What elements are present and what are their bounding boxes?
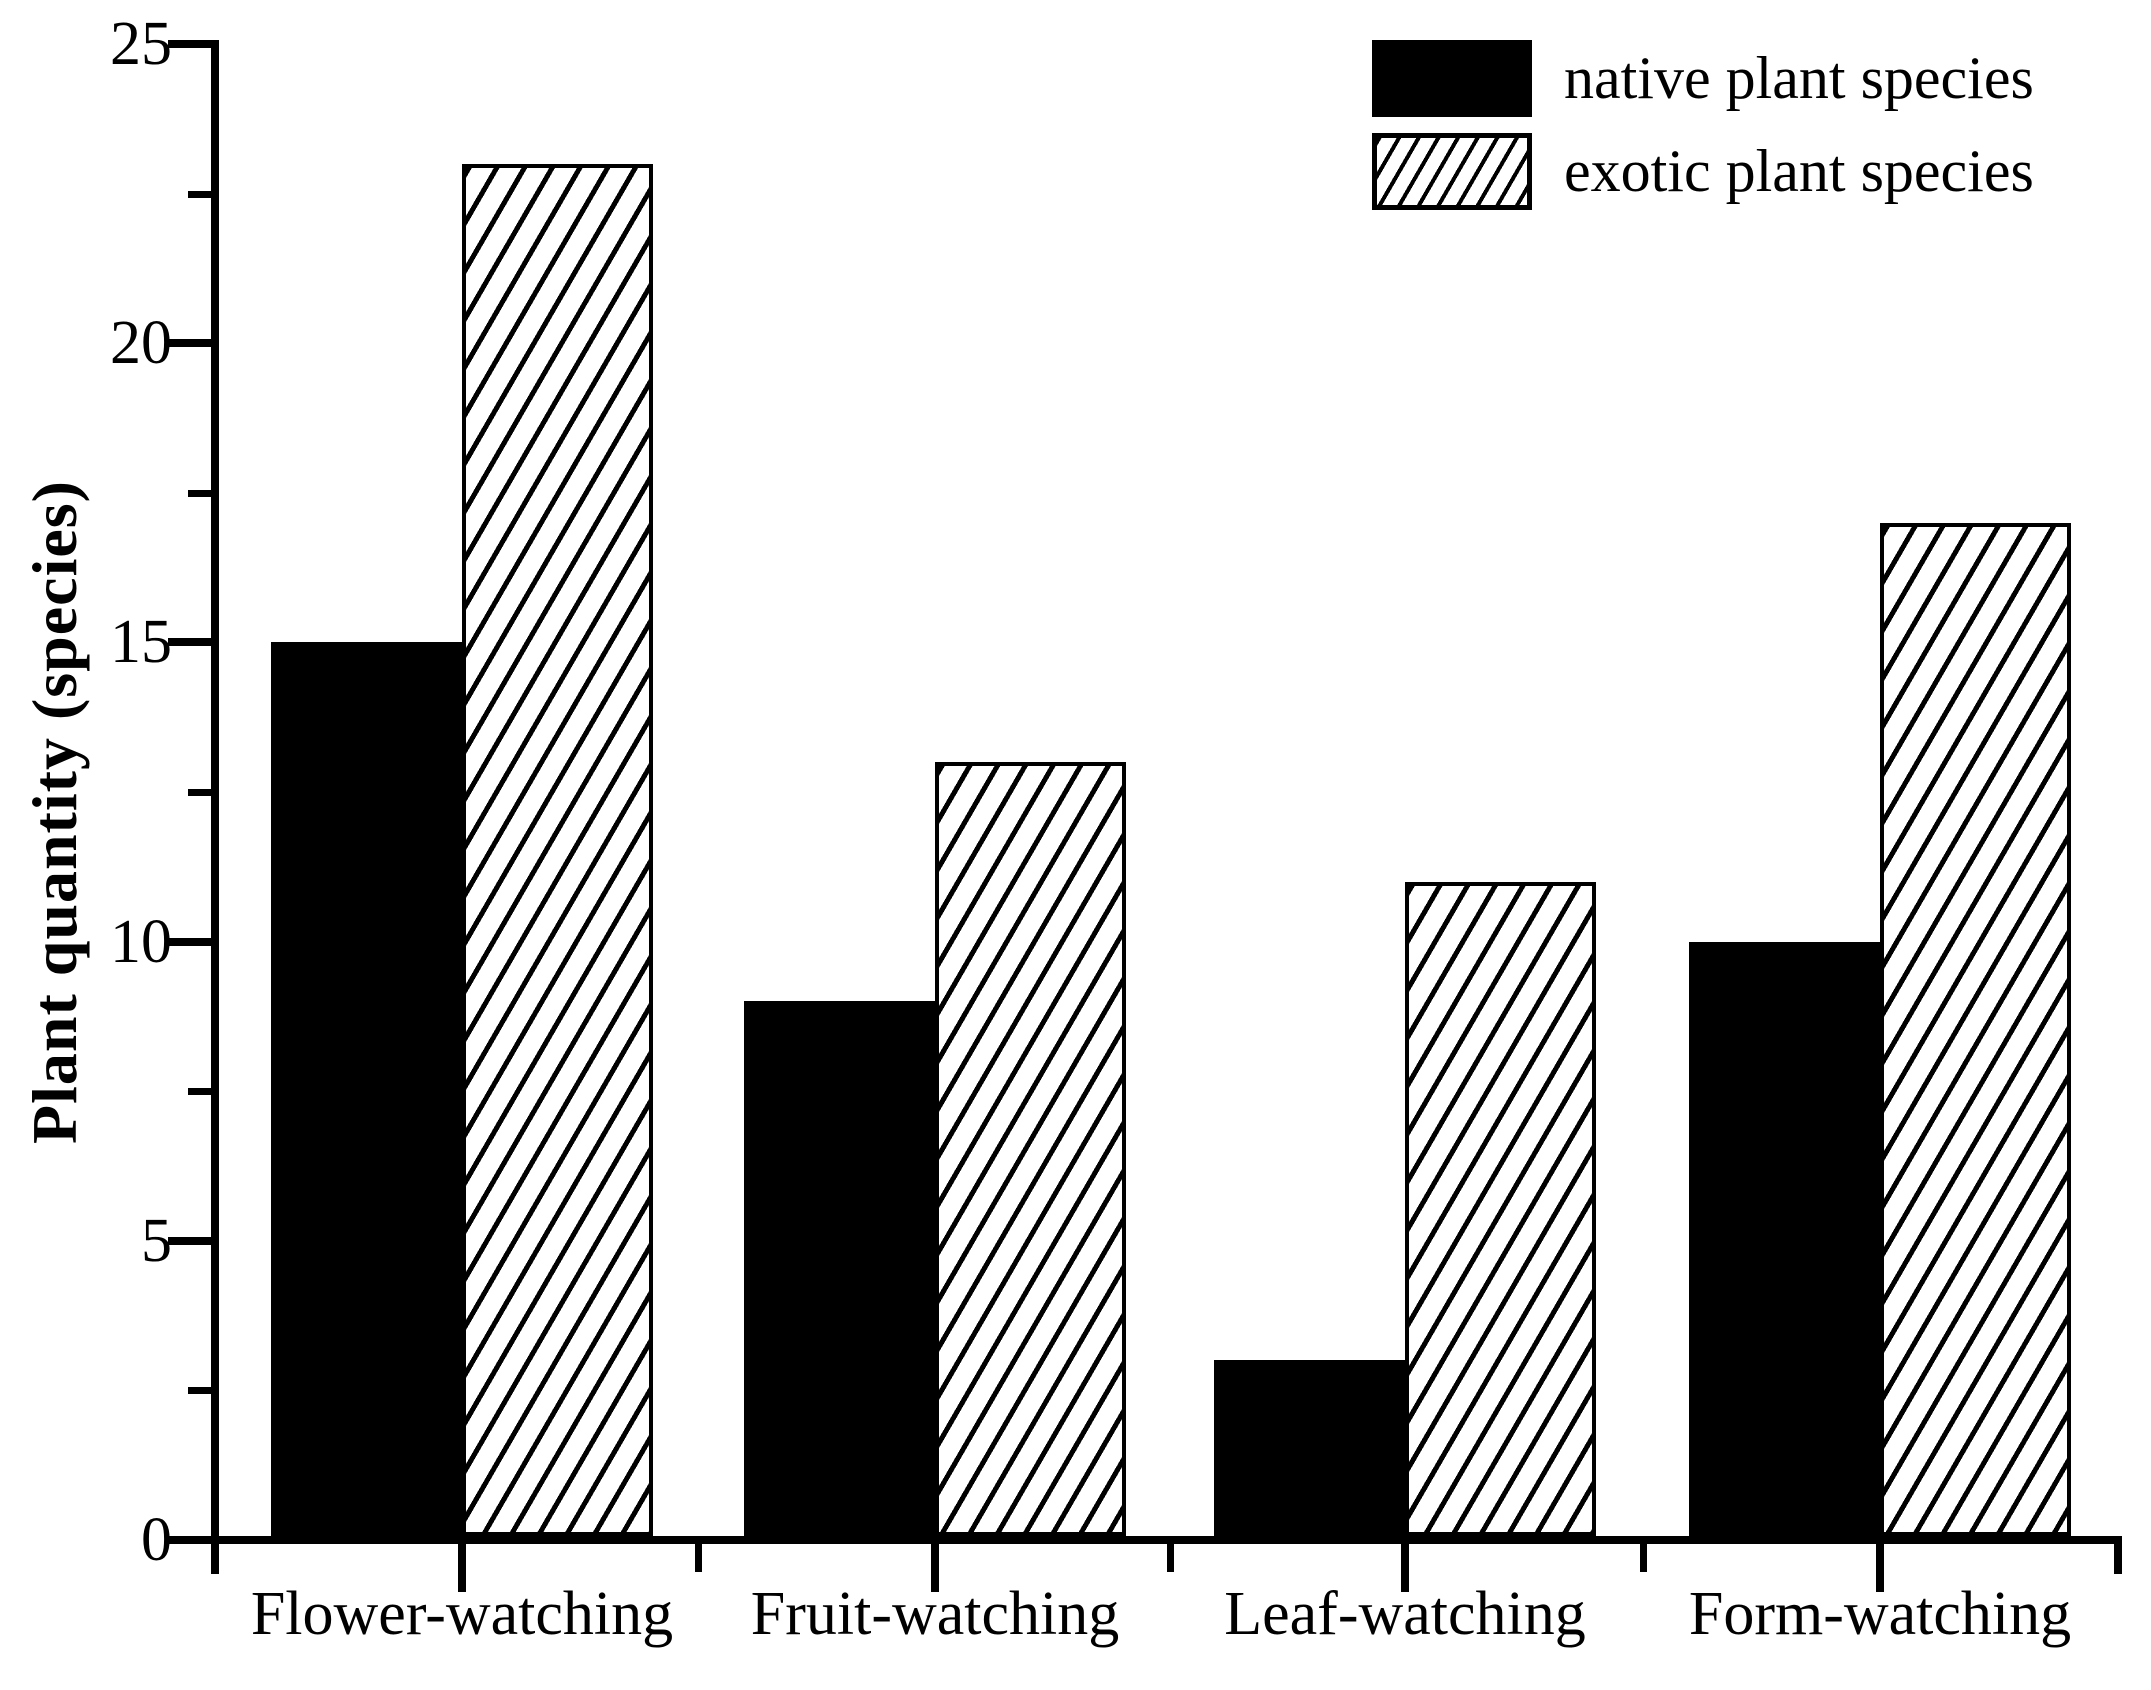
x-category-label: Fruit-watching [750,1580,1120,1648]
y-major-tick [168,937,218,946]
x-axis [211,1536,2122,1544]
y-axis-title: Plant quantity (species) [19,480,90,1144]
y-tick-label: 20 [110,309,172,378]
y-major-tick [168,40,218,48]
y-tick-label: 0 [141,1506,172,1574]
legend-item: exotic plant species [1372,133,2034,210]
bar-native-form-watching [1689,941,1880,1536]
legend-label: native plant species [1564,45,2034,111]
x-minor-tick [1639,1544,1647,1572]
y-minor-tick [188,1088,218,1096]
x-category-label: Flower-watching [250,1580,674,1648]
y-tick-label: 10 [110,907,172,976]
y-axis [211,40,219,1563]
y-tick-label: 5 [141,1206,172,1275]
x-major-tick [458,1544,466,1592]
x-category-label: Form-watching [1688,1580,2072,1648]
x-category-label: Leaf-watching [1224,1580,1586,1648]
y-minor-tick [188,489,218,497]
bar-exotic-fruit-watching [935,762,1126,1536]
x-major-tick [1876,1544,1884,1592]
bar-exotic-flower-watching [462,163,653,1536]
legend-swatch-exotic [1372,133,1532,210]
y-major-tick [168,1236,218,1245]
x-minor-tick [1166,1544,1174,1572]
legend-swatch-native [1372,40,1532,117]
bar-native-fruit-watching [744,1001,935,1536]
legend-label: exotic plant species [1564,138,2034,204]
legend-item: native plant species [1372,40,2034,117]
bar-exotic-form-watching [1880,522,2071,1536]
bar-exotic-leaf-watching [1405,881,1596,1536]
y-major-tick [168,638,218,647]
y-major-tick [168,339,218,348]
x-end-tick [2114,1544,2122,1574]
y-tick-label: 25 [110,10,172,78]
y-minor-tick [188,1387,218,1395]
x-minor-tick [694,1544,702,1572]
x-end-tick [211,1544,219,1574]
y-minor-tick [188,789,218,796]
x-major-tick [1401,1544,1409,1592]
bar-native-flower-watching [271,642,462,1536]
x-major-tick [931,1544,939,1592]
y-tick-label: 15 [110,608,172,677]
bar-native-leaf-watching [1214,1360,1405,1536]
y-major-tick [168,1536,218,1544]
y-minor-tick [188,190,218,198]
legend: native plant species exotic plant species [1372,40,2034,226]
